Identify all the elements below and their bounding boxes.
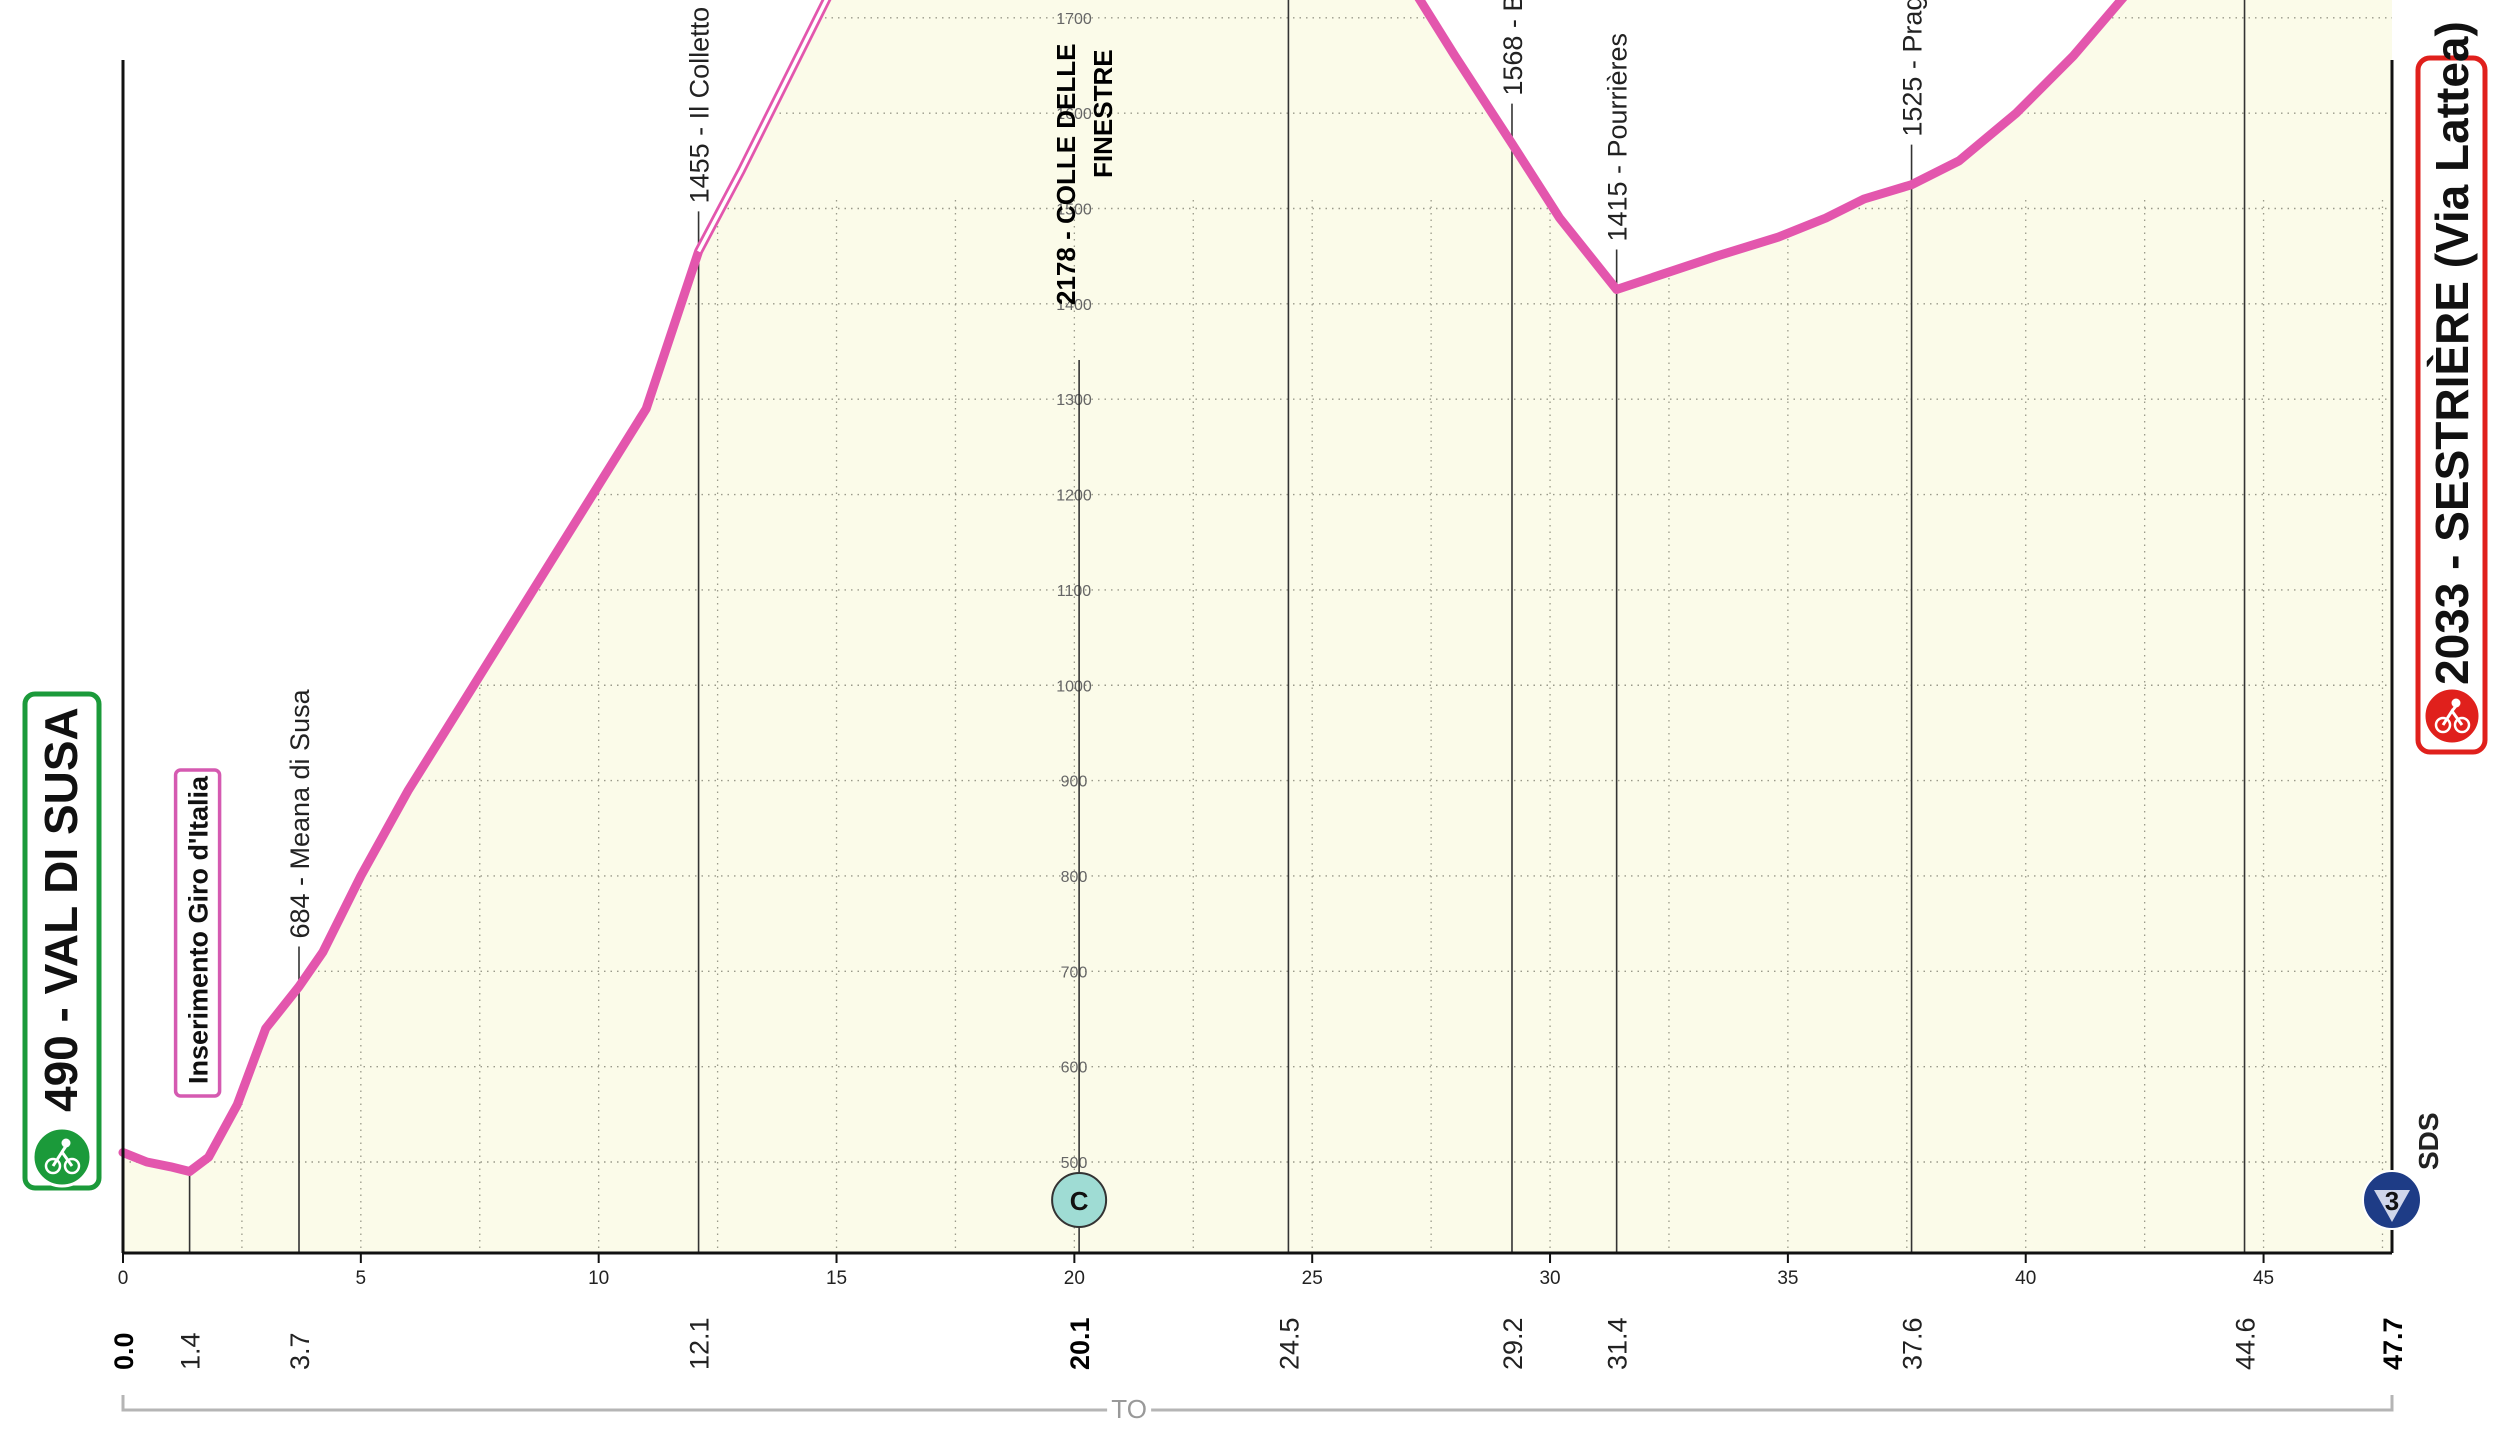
start-cyclist-icon-wheel: [44, 1157, 62, 1175]
waypoint-label: 1568 - Balboutet: [1498, 0, 1528, 96]
profile-line: [118, 0, 2128, 1176]
km-label: 3.7: [285, 1332, 315, 1370]
y-tick-label: 1200: [1056, 488, 1092, 505]
province-label-bg: [1107, 1392, 1152, 1426]
province-bracket: [121, 1395, 2394, 1412]
y-tick-label: 700: [1061, 964, 1088, 981]
start-cyclist-icon-head: [61, 1138, 71, 1148]
km-label: 24.5: [1274, 1317, 1304, 1370]
y-tick-label: 1000: [1056, 678, 1092, 695]
finish-cyclist-icon-wheel: [2434, 716, 2452, 734]
boxed-waypoint-label: Inserimento Giro d'Italia: [184, 775, 214, 1084]
boxed-label-frame: [173, 768, 222, 1098]
waypoint-label: 684 - Meana di Susa: [285, 688, 315, 938]
climb-category-badge: [1051, 1172, 1108, 1228]
finish-cyclist-icon-body: [2441, 705, 2464, 726]
km-label: 12.1: [685, 1317, 715, 1370]
km-label: 31.4: [1603, 1317, 1633, 1370]
y-tick-label: 1500: [1056, 202, 1092, 219]
start-frame: [22, 691, 102, 1191]
km-label: 47.7: [2378, 1317, 2408, 1370]
summit-label-line1: 2178 - COLLE DELLE: [1051, 44, 1081, 306]
km-label: 1.4: [176, 1332, 206, 1370]
summit-label-line2: FINESTRE: [1088, 49, 1118, 178]
x-tick-label: 25: [1302, 1268, 1323, 1289]
climb-highlight: [697, 0, 829, 253]
profile-area: [123, 0, 2392, 1253]
x-tick-label: 35: [1777, 1268, 1798, 1289]
y-tick-label: 1100: [1057, 583, 1092, 600]
y-tick-label: 1400: [1056, 297, 1092, 314]
km-label: 29.2: [1498, 1317, 1528, 1370]
province-label: TO: [1111, 1394, 1147, 1424]
start-cyclist-icon-body: [51, 1145, 74, 1167]
y-tick-label: 500: [1061, 1155, 1088, 1172]
km-label: 37.6: [1898, 1317, 1928, 1370]
x-tick-label: 40: [2015, 1268, 2036, 1289]
sds-label: SDS: [2413, 1112, 2444, 1170]
x-tick-label: 5: [356, 1268, 367, 1289]
x-tick-label: 10: [588, 1268, 609, 1289]
y-tick-label: 900: [1061, 774, 1088, 791]
waypoint-label: 1525 - Pragelato: [1898, 0, 1928, 137]
x-tick-label: 15: [826, 1268, 847, 1289]
finish-cyclist-icon-head: [2451, 698, 2461, 708]
finish-frame: [2415, 55, 2488, 755]
start-cyclist-icon-wheel: [63, 1157, 81, 1175]
y-tick-label: 1700: [1056, 11, 1092, 28]
km-label: 44.6: [2231, 1317, 2261, 1370]
start-cyclist-icon: [31, 1126, 93, 1188]
x-tick-label: 20: [1064, 1268, 1085, 1289]
finish-label: 2033 - SESTRIÈRE (Via Lattea): [2426, 21, 2478, 685]
finish-badge-text: 3: [2385, 1186, 2399, 1216]
waypoint-label: 1455 - Il Colletto: [685, 7, 715, 204]
km-label: 20.1: [1065, 1317, 1095, 1370]
start-label: 490 - VAL DI SUSA: [35, 707, 87, 1112]
y-tick-label: 600: [1061, 1060, 1088, 1077]
y-tick-label: 800: [1061, 869, 1088, 886]
km-label: 0.0: [109, 1332, 139, 1370]
x-tick-label: 45: [2253, 1268, 2274, 1289]
finish-badge-triangle: [2374, 1190, 2410, 1222]
x-tick-label: 30: [1539, 1268, 1560, 1289]
waypoint-label: 1415 - Pourrières: [1603, 33, 1633, 242]
climb-category-badge-text: C: [1070, 1186, 1089, 1216]
x-tick-label: 0: [118, 1268, 129, 1289]
y-tick-label: 1600: [1056, 106, 1092, 123]
finish-cyclist-icon-wheel: [2453, 716, 2471, 734]
y-tick-label: 1300: [1056, 392, 1092, 409]
finish-cyclist-icon: [2422, 686, 2482, 746]
